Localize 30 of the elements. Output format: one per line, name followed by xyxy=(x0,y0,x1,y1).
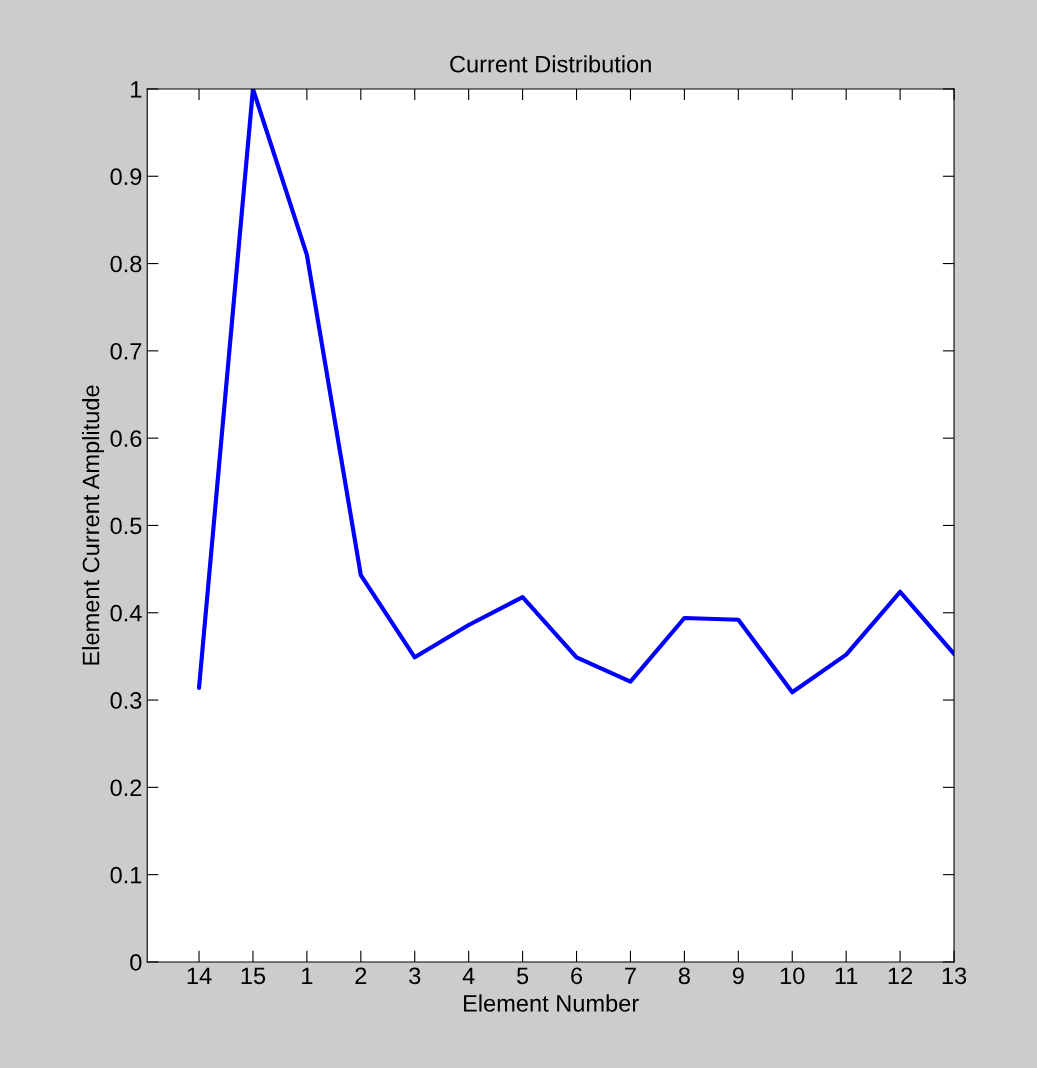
y-tick-label: 0.5 xyxy=(110,517,142,535)
x-tick-label: 9 xyxy=(732,967,744,985)
y-tick-label: 0.6 xyxy=(110,430,142,447)
y-tick-label: 0.1 xyxy=(110,866,142,884)
y-tick-label: 0 xyxy=(130,954,142,971)
x-tick-label: 2 xyxy=(355,967,367,984)
y-tick-label: 0.8 xyxy=(110,255,142,273)
y-tick-label: 0.9 xyxy=(110,168,142,186)
x-tick-label: 4 xyxy=(462,967,475,984)
y-tick-label: 0.2 xyxy=(110,779,142,797)
x-tick-label: 15 xyxy=(241,967,266,985)
x-tick-label: 14 xyxy=(187,967,212,984)
x-axis-title: Element Number xyxy=(464,994,639,1012)
x-tick-label: 12 xyxy=(888,967,913,984)
x-tick-label: 5 xyxy=(516,967,529,985)
x-tick-label: 7 xyxy=(625,967,636,984)
x-tick-label: 1 xyxy=(302,967,313,984)
y-tick-label: 0.3 xyxy=(110,692,142,709)
y-tick-label: 1 xyxy=(131,81,142,98)
y-axis-title: Element Current Amplitude xyxy=(82,385,105,665)
x-tick-label: 3 xyxy=(409,967,421,985)
y-tick-label: 0.4 xyxy=(110,604,142,622)
chart-title: Current Distribution xyxy=(450,55,651,73)
x-tick-label: 10 xyxy=(780,967,805,985)
line-series xyxy=(196,88,955,695)
x-tick-label: 13 xyxy=(942,967,967,985)
x-tick-label: 8 xyxy=(678,967,690,985)
y-tick-label: 0.7 xyxy=(110,342,142,360)
x-tick-label: 6 xyxy=(571,967,583,985)
x-tick-label: 11 xyxy=(835,967,858,984)
